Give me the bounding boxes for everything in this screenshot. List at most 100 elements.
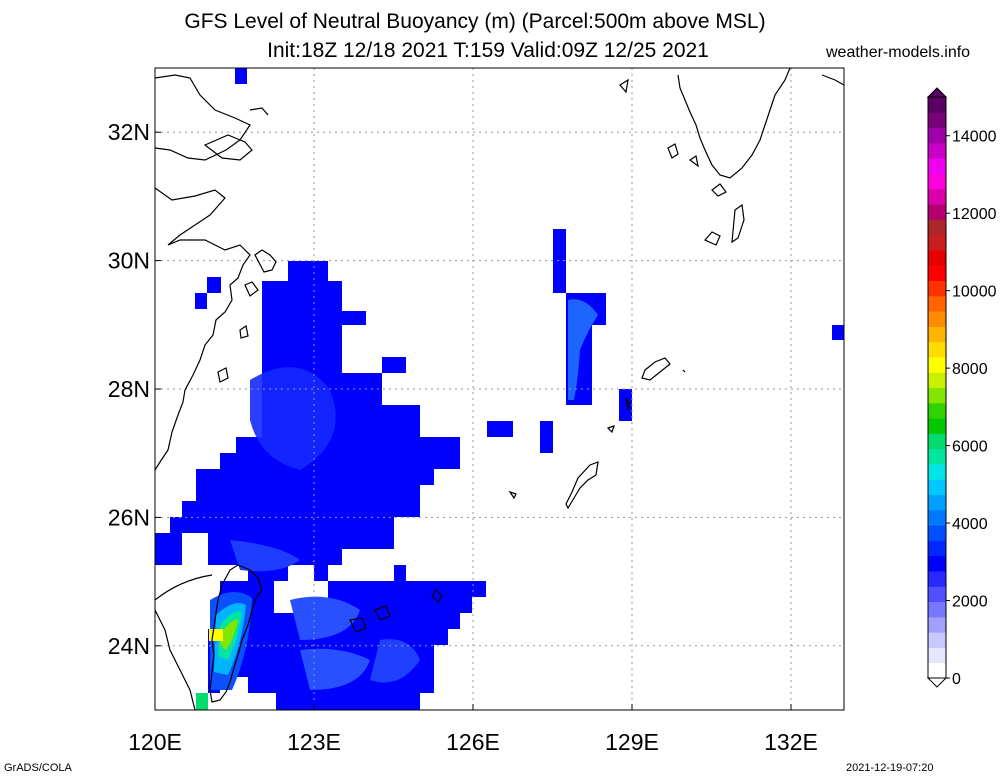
lat-tick-label: 26N bbox=[108, 504, 150, 530]
lon-tick-label: 132E bbox=[764, 729, 818, 755]
cell-east-1 bbox=[487, 421, 513, 437]
colorbar-swatch bbox=[928, 142, 946, 159]
colorbar-swatch bbox=[928, 555, 946, 572]
island-miyako bbox=[349, 617, 367, 633]
buoyancy-field bbox=[155, 68, 844, 710]
colorbar-swatch bbox=[928, 509, 946, 526]
colorbar-swatch bbox=[928, 463, 946, 480]
island-tsushima bbox=[619, 78, 629, 94]
colorbar-tick-label: 12000 bbox=[952, 206, 997, 223]
cell-ryukyu-shade bbox=[568, 299, 598, 400]
colorbar-swatch bbox=[928, 479, 946, 496]
colorbar-frame bbox=[927, 96, 947, 679]
coast-kyushu bbox=[677, 68, 791, 179]
lon-tick-label: 126E bbox=[446, 729, 500, 755]
colorbar-swatch bbox=[928, 586, 946, 603]
map-subtitle: Init:18Z 12/18 2021 T:159 Valid:09Z 12/2… bbox=[267, 39, 709, 62]
lat-tick-label: 32N bbox=[108, 119, 150, 145]
field-lower bbox=[208, 565, 486, 710]
colorbar-swatch bbox=[928, 127, 946, 144]
colorbar-swatch bbox=[928, 647, 946, 664]
lon-tick-label: 123E bbox=[287, 729, 341, 755]
island-small-4 bbox=[682, 369, 686, 373]
colorbar-swatch bbox=[928, 494, 946, 511]
coastlines bbox=[155, 68, 844, 710]
island-zhoushan bbox=[254, 249, 277, 273]
colorbar-swatch bbox=[928, 280, 946, 297]
colorbar-swatch bbox=[928, 387, 946, 404]
island-small-2 bbox=[606, 425, 615, 434]
colorbar-tick-label: 4000 bbox=[952, 516, 988, 533]
island-amami bbox=[641, 357, 671, 381]
island-goto bbox=[667, 143, 679, 159]
colorbar-swatch bbox=[928, 204, 946, 220]
colorbar-max-arrow bbox=[926, 87, 948, 98]
island-small-3 bbox=[625, 397, 631, 411]
colorbar-swatch bbox=[928, 158, 946, 174]
colorbar-swatch bbox=[928, 173, 946, 190]
cell-east-2 bbox=[540, 421, 553, 453]
coast-mainland-south bbox=[155, 574, 213, 601]
colorbar: 0 2000 4000 6000 8000 10000 12000 14000 bbox=[926, 87, 997, 688]
island-yakushima bbox=[731, 203, 745, 244]
coast-taiwan bbox=[209, 564, 263, 703]
field-shade-5 bbox=[370, 639, 420, 683]
island-tanegashima bbox=[704, 231, 721, 246]
colorbar-swatch bbox=[928, 418, 946, 434]
colorbar-swatch bbox=[928, 601, 946, 618]
colorbar-swatch bbox=[928, 295, 946, 312]
grid-lines bbox=[155, 68, 844, 710]
colorbar-swatch bbox=[928, 356, 946, 373]
colorbar-swatch bbox=[928, 249, 946, 266]
island-yonaguni bbox=[431, 589, 443, 603]
lat-tick-label: 24N bbox=[108, 633, 150, 659]
software-credit: GrADS/COLA bbox=[4, 762, 72, 774]
colorbar-tick-label: 10000 bbox=[952, 284, 997, 301]
island-koshiki-2 bbox=[688, 155, 699, 168]
field-shade-3 bbox=[290, 596, 360, 640]
coast-china-north bbox=[249, 107, 269, 116]
colorbar-swatch bbox=[928, 662, 946, 679]
colorbar-swatch bbox=[928, 112, 946, 129]
coast-china bbox=[155, 74, 251, 471]
colorbar-swatch bbox=[928, 632, 946, 648]
cell-north bbox=[235, 68, 247, 84]
cell-amami bbox=[619, 389, 632, 421]
lat-tick-label: 28N bbox=[108, 376, 150, 402]
colorbar-min-arrow bbox=[926, 677, 948, 688]
colorbar-tick-label: 2000 bbox=[952, 594, 988, 611]
island-china-2 bbox=[217, 367, 229, 383]
colorbar-tick-label: 8000 bbox=[952, 361, 988, 378]
site-credit[interactable]: weather-models.info bbox=[826, 44, 971, 61]
colorbar-swatch bbox=[928, 326, 946, 343]
island-ishigaki bbox=[374, 605, 391, 621]
cell-far-east bbox=[832, 325, 844, 340]
coast-china-bay bbox=[203, 134, 253, 161]
colorbar-swatch bbox=[928, 570, 946, 587]
colorbar-swatch bbox=[928, 311, 946, 327]
colorbar-swatch bbox=[928, 616, 946, 633]
colorbar-swatch bbox=[928, 433, 946, 450]
colorbar-swatch bbox=[928, 234, 946, 251]
colorbar-tick-label: 6000 bbox=[952, 439, 988, 456]
lon-tick-label: 129E bbox=[605, 729, 659, 755]
island-koshiki bbox=[711, 183, 727, 197]
map-title: GFS Level of Neutral Buoyancy (m) (Parce… bbox=[184, 10, 766, 33]
field-shade-2 bbox=[230, 540, 300, 572]
colorbar-tick-label: 0 bbox=[952, 671, 961, 688]
island-china-3 bbox=[239, 325, 249, 339]
cell-west bbox=[195, 277, 221, 309]
colorbar-swatch bbox=[928, 402, 946, 419]
colorbar-swatch bbox=[928, 188, 946, 205]
colorbar-swatch bbox=[928, 219, 946, 236]
colorbar-swatch bbox=[928, 97, 946, 113]
colorbar-tick-label: 14000 bbox=[952, 129, 997, 146]
coast-fujian bbox=[155, 609, 196, 710]
field-taiwan-4 bbox=[220, 619, 238, 650]
timestamp: 2021-12-19-07:20 bbox=[846, 762, 934, 774]
colorbar-swatch bbox=[928, 525, 946, 541]
coast-shikoku bbox=[821, 74, 844, 86]
lon-tick-label: 120E bbox=[128, 729, 182, 755]
cell-ryukyu-north bbox=[553, 229, 566, 293]
